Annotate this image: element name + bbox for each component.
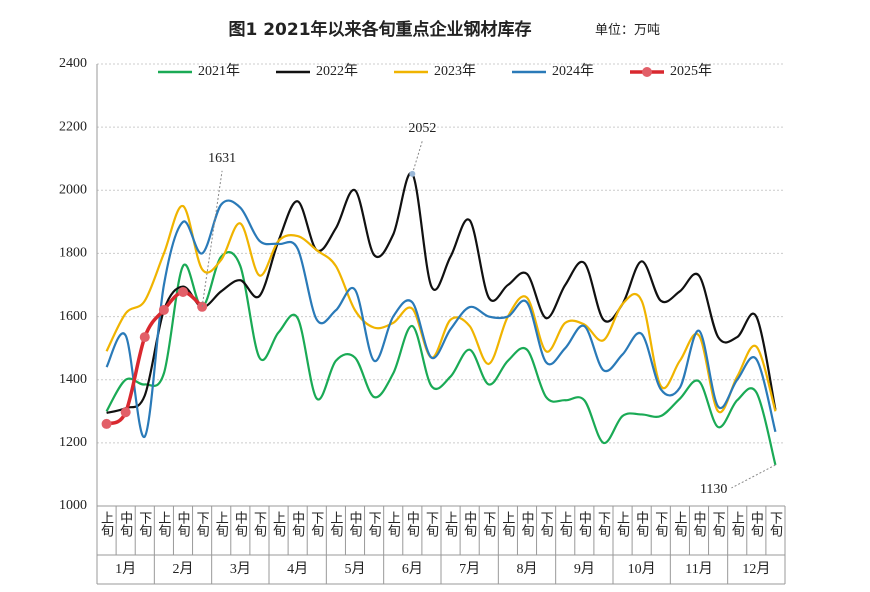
legend-marker bbox=[642, 67, 652, 77]
x-tick-label: 中旬 bbox=[405, 511, 420, 537]
x-tick-label: 下旬 bbox=[653, 511, 668, 537]
series-marker bbox=[120, 407, 131, 418]
month-label: 9月 bbox=[574, 561, 595, 577]
label-leader bbox=[201, 170, 223, 307]
x-tick-label: 下旬 bbox=[137, 511, 152, 537]
series-marker bbox=[158, 304, 169, 315]
month-label: 7月 bbox=[459, 561, 480, 577]
x-tick-label: 中旬 bbox=[520, 511, 535, 537]
series-line bbox=[106, 171, 777, 414]
x-tick-label: 上旬 bbox=[615, 511, 630, 537]
month-label: 12月 bbox=[742, 561, 770, 577]
legend-label: 2023年 bbox=[434, 63, 476, 79]
month-label: 2月 bbox=[173, 561, 194, 577]
x-tick-label: 上旬 bbox=[328, 511, 343, 537]
chart-title: 图1 2021年以来各旬重点企业钢材库存 bbox=[228, 19, 531, 40]
data-label: 2052 bbox=[408, 121, 436, 136]
x-tick-label: 下旬 bbox=[252, 511, 267, 537]
y-tick-label: 1800 bbox=[59, 246, 87, 261]
month-label: 6月 bbox=[402, 561, 423, 577]
legend-label: 2022年 bbox=[316, 63, 358, 79]
x-tick-label: 上旬 bbox=[500, 511, 515, 537]
month-label: 4月 bbox=[287, 561, 308, 577]
label-dot bbox=[409, 170, 416, 177]
legend-label: 2021年 bbox=[198, 63, 240, 79]
month-label: 1月 bbox=[115, 561, 136, 577]
series-line bbox=[105, 199, 777, 438]
month-label: 10月 bbox=[628, 561, 656, 577]
x-tick-label: 中旬 bbox=[118, 511, 133, 537]
y-tick-label: 2400 bbox=[59, 56, 87, 71]
label-leader bbox=[411, 140, 423, 175]
unit-label: 单位：万吨 bbox=[595, 22, 660, 37]
series-line bbox=[105, 204, 777, 414]
x-tick-label: 下旬 bbox=[539, 511, 554, 537]
x-tick-label: 下旬 bbox=[768, 511, 783, 537]
month-label: 5月 bbox=[345, 561, 366, 577]
legend-label: 2025年 bbox=[670, 63, 712, 79]
y-tick-label: 1000 bbox=[59, 498, 87, 513]
x-tick-label: 中旬 bbox=[749, 511, 764, 537]
y-tick-label: 2200 bbox=[59, 119, 87, 134]
month-label: 8月 bbox=[517, 561, 538, 577]
x-tick-label: 上旬 bbox=[386, 511, 401, 537]
y-tick-label: 2000 bbox=[59, 183, 87, 198]
month-label: 11月 bbox=[685, 561, 712, 577]
x-tick-label: 中旬 bbox=[692, 511, 707, 537]
x-tick-label: 中旬 bbox=[290, 511, 305, 537]
label-leader bbox=[731, 464, 776, 489]
x-tick-label: 上旬 bbox=[214, 511, 229, 537]
x-tick-label: 下旬 bbox=[596, 511, 611, 537]
x-tick-label: 上旬 bbox=[99, 511, 114, 537]
y-tick-label: 1400 bbox=[59, 372, 87, 387]
x-tick-label: 中旬 bbox=[176, 511, 191, 537]
x-tick-label: 上旬 bbox=[730, 511, 745, 537]
y-tick-label: 1600 bbox=[59, 309, 87, 324]
x-tick-label: 中旬 bbox=[233, 511, 248, 537]
x-tick-label: 下旬 bbox=[481, 511, 496, 537]
x-tick-label: 上旬 bbox=[271, 511, 286, 537]
legend-label: 2024年 bbox=[552, 63, 594, 79]
x-tick-label: 上旬 bbox=[156, 511, 171, 537]
month-label: 3月 bbox=[230, 561, 251, 577]
series-marker bbox=[139, 332, 150, 343]
x-tick-label: 中旬 bbox=[462, 511, 477, 537]
data-label: 1631 bbox=[208, 151, 236, 166]
x-tick-label: 上旬 bbox=[558, 511, 573, 537]
x-tick-label: 下旬 bbox=[195, 511, 210, 537]
x-tick-label: 上旬 bbox=[672, 511, 687, 537]
x-tick-label: 下旬 bbox=[367, 511, 382, 537]
series-marker bbox=[178, 286, 188, 297]
x-tick-label: 中旬 bbox=[634, 511, 649, 537]
x-tick-label: 中旬 bbox=[577, 511, 592, 537]
x-tick-label: 上旬 bbox=[443, 511, 458, 537]
data-label: 1130 bbox=[700, 482, 727, 497]
series-line bbox=[105, 251, 777, 466]
series-marker bbox=[101, 418, 112, 429]
x-tick-label: 中旬 bbox=[348, 511, 363, 537]
y-tick-label: 1200 bbox=[59, 435, 87, 450]
x-tick-label: 下旬 bbox=[711, 511, 726, 537]
x-tick-label: 下旬 bbox=[309, 511, 324, 537]
x-tick-label: 下旬 bbox=[424, 511, 439, 537]
